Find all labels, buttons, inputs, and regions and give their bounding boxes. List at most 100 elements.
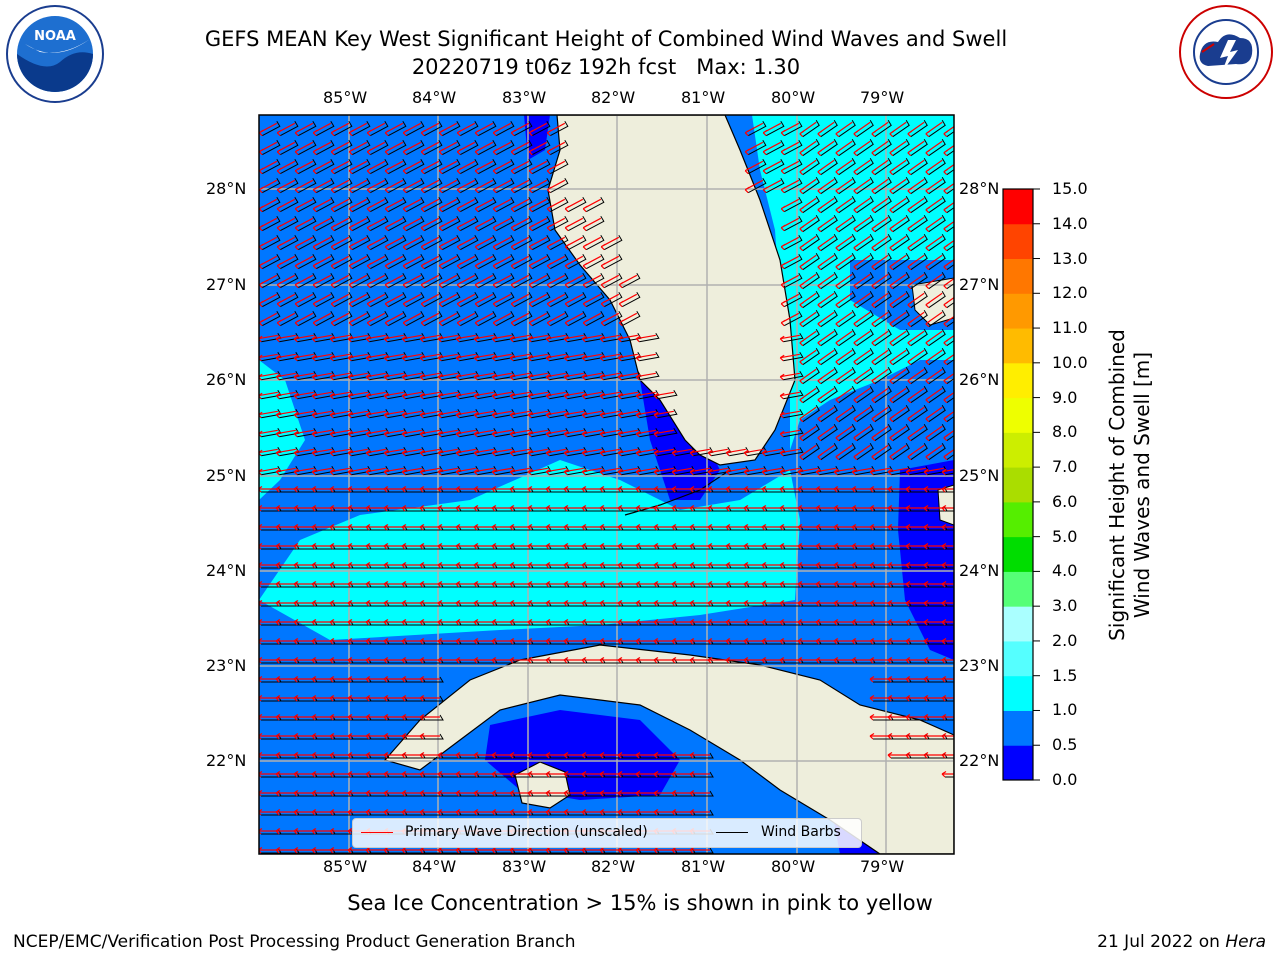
wave-direction-arrow	[889, 425, 907, 442]
wind-barb	[513, 311, 533, 327]
wave-direction-arrow	[799, 368, 817, 385]
wave-direction-arrow	[599, 429, 620, 438]
wind-barb	[874, 215, 892, 233]
lat-tick-label: 22°N	[959, 751, 1000, 770]
wind-barb	[910, 443, 928, 461]
wave-direction-arrow	[943, 144, 954, 157]
colorbar-segment	[1003, 189, 1033, 225]
wave-direction-arrow	[329, 467, 350, 476]
wave-direction-arrow	[618, 274, 638, 289]
wave-direction-arrow	[581, 467, 602, 476]
wave-direction-arrow	[780, 179, 800, 194]
wave-direction-arrow	[599, 353, 620, 362]
wave-direction-arrow	[492, 274, 512, 289]
wind-barb	[351, 140, 371, 156]
wave-direction-arrow	[366, 198, 386, 213]
wind-barb	[946, 416, 954, 423]
wave-direction-arrow	[889, 235, 907, 252]
wind-barb	[802, 291, 820, 309]
wave-direction-arrow	[329, 429, 350, 438]
wave-direction-arrow	[437, 429, 458, 438]
wave-direction-arrow	[799, 292, 817, 309]
wave-direction-arrow	[799, 330, 817, 347]
colorbar-tick-label: 13.0	[1052, 248, 1088, 268]
wave-direction-arrow	[384, 293, 404, 308]
wave-direction-arrow	[312, 312, 332, 327]
wind-barb	[856, 443, 874, 461]
wind-barb	[783, 197, 803, 213]
wave-direction-arrow	[491, 391, 512, 400]
wave-direction-arrow	[329, 561, 350, 569]
wave-direction-arrow	[419, 391, 440, 400]
wind-barb	[387, 159, 407, 175]
lon-tick-label: 81°W	[681, 857, 726, 876]
wave-direction-arrow	[329, 334, 350, 343]
wave-direction-arrow	[817, 140, 835, 157]
wave-direction-arrow	[671, 542, 692, 550]
colorbar-label-line1: Significant Height of Combined	[1105, 329, 1129, 641]
wind-barb	[783, 292, 803, 308]
wave-direction-arrow	[546, 198, 566, 213]
wave-direction-arrow	[635, 542, 656, 550]
wave-direction-arrow	[474, 141, 494, 156]
wave-direction-arrow	[907, 178, 925, 195]
wind-barb	[297, 273, 317, 289]
wave-direction-arrow	[438, 217, 458, 232]
wind-barb	[387, 292, 407, 308]
wave-direction-arrow	[799, 387, 817, 404]
wave-direction-arrow	[420, 255, 440, 270]
wave-direction-arrow	[293, 523, 314, 531]
wave-direction-arrow	[401, 542, 422, 550]
wave-direction-arrow	[905, 542, 926, 550]
wave-direction-arrow	[510, 122, 530, 137]
wind-barb	[513, 292, 533, 308]
wind-barb	[351, 197, 371, 213]
wave-direction-arrow	[491, 523, 512, 531]
wave-direction-arrow	[383, 504, 404, 512]
wave-direction-arrow	[653, 391, 674, 400]
wave-direction-arrow	[779, 504, 800, 512]
wave-direction-arrow	[330, 293, 350, 308]
wave-direction-arrow	[835, 273, 853, 290]
wave-direction-arrow	[853, 121, 871, 138]
colorbar-segment	[1003, 710, 1033, 746]
wave-direction-arrow	[528, 236, 548, 251]
wave-direction-arrow	[835, 311, 853, 328]
wind-barb	[910, 253, 928, 271]
wind-barb	[333, 311, 353, 327]
wave-direction-arrow	[817, 387, 835, 404]
wave-direction-arrow	[887, 504, 908, 512]
wave-direction-arrow	[799, 273, 817, 290]
wave-direction-arrow	[689, 523, 710, 531]
wave-direction-arrow	[617, 429, 638, 438]
wave-direction-arrow	[799, 311, 817, 328]
wind-barb	[405, 216, 425, 232]
colorbar-tick-label: 10.0	[1052, 352, 1088, 372]
wave-direction-arrow	[347, 561, 368, 569]
wave-direction-arrow	[348, 236, 368, 251]
wind-barb	[351, 235, 371, 251]
wind-barb	[838, 272, 856, 290]
wind-barb	[874, 120, 892, 138]
wave-direction-arrow	[293, 372, 314, 381]
wave-direction-arrow	[509, 485, 530, 493]
wave-direction-arrow	[707, 467, 728, 476]
wave-direction-arrow	[653, 504, 674, 512]
wave-direction-arrow	[871, 273, 889, 290]
wind-barb	[369, 292, 389, 308]
wave-direction-arrow	[581, 542, 602, 550]
wind-barb	[946, 150, 954, 157]
wave-direction-arrow	[907, 159, 925, 176]
wave-direction-arrow	[365, 485, 386, 493]
wave-direction-arrow	[780, 312, 800, 327]
wave-direction-arrow	[348, 141, 368, 156]
wind-barb	[297, 292, 317, 308]
wave-direction-arrow	[383, 391, 404, 400]
wind-barb	[441, 311, 461, 327]
wind-barb	[567, 273, 587, 289]
wave-direction-arrow	[383, 485, 404, 493]
wind-barb	[585, 197, 605, 213]
wave-direction-arrow	[293, 353, 314, 362]
wind-barb	[513, 235, 533, 251]
wind-barb	[928, 310, 946, 328]
